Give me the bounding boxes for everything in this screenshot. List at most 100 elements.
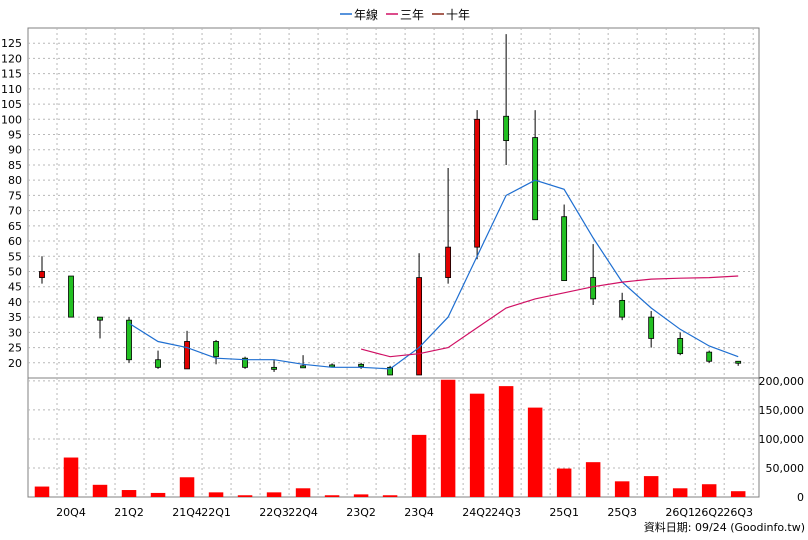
price-tick-label: 35 — [8, 311, 22, 324]
legend: 年線 三年 十年 — [340, 7, 470, 22]
x-tick-label: 25Q3 — [607, 506, 637, 519]
volume-bar — [324, 495, 340, 497]
volume-tick-label: 150,000 — [759, 404, 805, 417]
price-axis: 20 25 30 35 40 45 50 55 60 65 70 75 80 85 90 95 100 105 11… — [1, 37, 22, 370]
candle-body — [503, 115, 510, 142]
price-tick-label: 45 — [8, 281, 22, 294]
price-tick-label: 105 — [1, 98, 22, 111]
x-tick-label: 22Q1 — [201, 506, 231, 519]
volume-bar — [701, 484, 717, 497]
x-tick-label: 24Q3 — [491, 506, 521, 519]
volume-bar — [469, 393, 485, 497]
candle-body — [590, 277, 597, 300]
volume-bars — [34, 379, 746, 497]
volume-bar — [382, 495, 398, 497]
candle-body — [358, 363, 364, 367]
x-tick-label: 26Q3 — [723, 506, 753, 519]
grid-lines — [28, 28, 759, 497]
volume-bar — [498, 386, 514, 497]
volume-panel — [27, 377, 760, 498]
volume-axis: 0 50,000 100,000 150,000 200,000 — [759, 375, 805, 504]
volume-tick-label: 50,000 — [766, 462, 805, 475]
candle-body — [735, 360, 742, 364]
volume-bar — [440, 379, 456, 497]
x-tick-label: 23Q4 — [404, 506, 434, 519]
moving-average-lines — [128, 179, 739, 370]
price-tick-label: 100 — [1, 113, 22, 126]
x-tick-label: 26Q2 — [694, 506, 724, 519]
x-tick-label: 23Q2 — [346, 506, 376, 519]
volume-bar — [614, 481, 630, 497]
price-tick-label: 90 — [8, 144, 22, 157]
volume-bar — [585, 462, 601, 497]
volume-bar — [208, 492, 224, 497]
candle-body — [155, 359, 161, 368]
ma-line — [360, 275, 739, 358]
price-tick-label: 55 — [8, 250, 22, 263]
volume-bar — [266, 492, 282, 497]
volume-tick-label: 0 — [797, 491, 804, 504]
volume-bar — [411, 434, 427, 497]
candle-body — [532, 137, 539, 221]
price-tick-label: 40 — [8, 296, 22, 309]
candle-body — [445, 246, 452, 278]
candle-body — [213, 341, 219, 358]
x-tick-label: 25Q1 — [549, 506, 579, 519]
price-tick-label: 30 — [8, 326, 22, 339]
price-tick-label: 120 — [1, 52, 22, 65]
price-tick-label: 95 — [8, 129, 22, 142]
price-tick-label: 25 — [8, 342, 22, 355]
candle-body — [474, 118, 481, 248]
volume-tick-label: 200,000 — [759, 375, 805, 388]
volume-bar — [150, 492, 166, 497]
price-tick-label: 50 — [8, 265, 22, 278]
candle-body — [184, 341, 190, 370]
legend-label-annual: 年線 — [354, 7, 378, 22]
candle-body — [387, 366, 393, 376]
volume-bar — [556, 468, 572, 497]
volume-bar — [179, 477, 195, 497]
price-tick-label: 70 — [8, 205, 22, 218]
volume-bar — [353, 494, 369, 497]
x-tick-label: 24Q2 — [462, 506, 492, 519]
volume-bar — [527, 407, 543, 497]
x-tick-label: 26Q1 — [665, 506, 695, 519]
candlesticks — [39, 34, 742, 376]
candle-body — [300, 365, 306, 369]
volume-bar — [730, 491, 746, 497]
candle-body — [619, 299, 626, 318]
volume-bar — [672, 488, 688, 497]
candle-body — [97, 316, 103, 321]
price-tick-label: 65 — [8, 220, 22, 233]
volume-bar — [92, 484, 108, 497]
candle-body — [706, 351, 713, 362]
candle-body — [416, 277, 423, 376]
price-tick-label: 110 — [1, 83, 22, 96]
volume-tick-label: 100,000 — [759, 433, 805, 446]
candle-body — [677, 338, 684, 355]
price-tick-label: 20 — [8, 357, 22, 370]
candle-body — [271, 366, 277, 370]
volume-bar — [643, 476, 659, 497]
price-tick-label: 125 — [1, 37, 22, 50]
volume-bar — [121, 490, 137, 497]
x-tick-label: 21Q2 — [114, 506, 144, 519]
x-tick-label: 21Q4 — [172, 506, 202, 519]
x-axis: 20Q4 21Q2 21Q4 22Q1 22Q3 22Q4 23Q2 23Q4 24Q2 24Q3… — [56, 506, 753, 519]
candle-body — [648, 316, 655, 339]
x-tick-label: 22Q3 — [259, 506, 289, 519]
candle-body — [126, 319, 132, 361]
legend-label-3yr: 三年 — [400, 8, 424, 22]
volume-bar — [237, 495, 253, 497]
volume-bar — [63, 457, 79, 497]
candle-body — [561, 216, 568, 282]
data-date-credit: 資料日期: 09/24 (Goodinfo.tw) — [644, 520, 805, 534]
price-tick-label: 75 — [8, 189, 22, 202]
candle-body — [39, 271, 45, 278]
price-tick-label: 60 — [8, 235, 22, 248]
x-tick-label: 20Q4 — [56, 506, 86, 519]
legend-label-10yr: 十年 — [446, 8, 470, 22]
x-tick-label: 22Q4 — [288, 506, 318, 519]
price-tick-label: 80 — [8, 174, 22, 187]
